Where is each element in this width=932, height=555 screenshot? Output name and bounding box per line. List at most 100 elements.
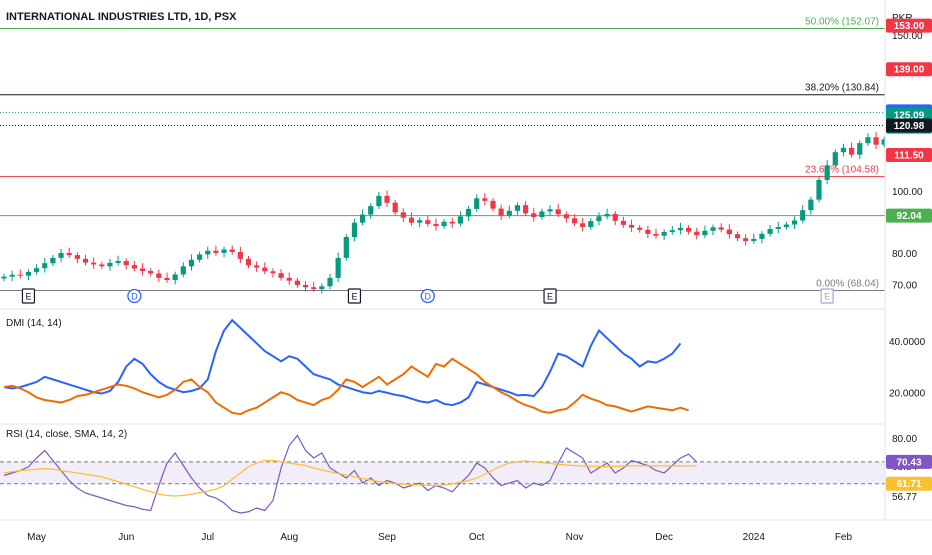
candle[interactable] (279, 269, 284, 281)
candle[interactable] (58, 249, 63, 262)
candle[interactable] (490, 198, 495, 211)
candle[interactable] (515, 202, 520, 215)
candle[interactable] (42, 258, 47, 273)
candle[interactable] (262, 262, 267, 274)
axis-tag-level[interactable]: 120.98 (886, 118, 932, 132)
candle[interactable] (352, 219, 357, 242)
candle[interactable] (596, 212, 601, 225)
candle[interactable] (221, 247, 226, 258)
candle[interactable] (450, 218, 455, 228)
candle[interactable] (792, 216, 797, 228)
event-marker-D[interactable]: D (421, 290, 434, 303)
candle[interactable] (458, 211, 463, 226)
candle[interactable] (107, 259, 112, 271)
candle[interactable] (336, 253, 341, 283)
candle[interactable] (849, 143, 854, 158)
candle[interactable] (164, 273, 169, 283)
candle[interactable] (319, 283, 324, 293)
axis-tag-stop[interactable]: 111.50 (886, 148, 932, 162)
candle[interactable] (295, 278, 300, 288)
candle[interactable] (751, 234, 756, 244)
candle[interactable] (197, 252, 202, 263)
candle[interactable] (768, 225, 773, 237)
candle[interactable] (287, 273, 292, 285)
candle[interactable] (580, 218, 585, 231)
candle[interactable] (433, 219, 438, 231)
candle[interactable] (393, 200, 398, 215)
candle[interactable] (140, 263, 145, 275)
candle[interactable] (303, 281, 308, 292)
candle[interactable] (99, 262, 104, 269)
candle[interactable] (873, 132, 878, 149)
candle[interactable] (189, 254, 194, 270)
candle[interactable] (841, 144, 846, 157)
candle[interactable] (784, 222, 789, 230)
candle[interactable] (417, 217, 422, 227)
candle[interactable] (564, 211, 569, 222)
candle[interactable] (18, 269, 23, 278)
candle[interactable] (719, 223, 724, 232)
candle[interactable] (621, 217, 626, 228)
candle[interactable] (50, 255, 55, 266)
candle[interactable] (132, 261, 137, 271)
rsi-pane[interactable]: RSI (14, close, SMA, 14, 2) (0, 429, 885, 513)
candle[interactable] (173, 272, 178, 285)
axis-tag-level[interactable]: 92.04 (886, 209, 932, 223)
candle[interactable] (637, 225, 642, 233)
axis-tag-rsi[interactable]: 70.43 (886, 455, 932, 469)
candle[interactable] (254, 261, 259, 272)
dmi-series-plus[interactable] (4, 320, 680, 405)
candle[interactable] (466, 206, 471, 221)
candle[interactable] (26, 269, 31, 280)
candle[interactable] (629, 220, 634, 232)
candle[interactable] (539, 209, 544, 220)
candle[interactable] (808, 197, 813, 215)
candle[interactable] (238, 247, 243, 264)
event-marker-E[interactable]: E (348, 289, 360, 303)
candle[interactable] (499, 205, 504, 220)
candle[interactable] (776, 222, 781, 234)
candle[interactable] (531, 208, 536, 221)
event-marker-D[interactable]: D (128, 290, 141, 303)
axis-tag-tp1[interactable]: 139.00 (886, 62, 932, 76)
candle[interactable] (702, 225, 707, 237)
candle[interactable] (1, 274, 6, 281)
candle[interactable] (425, 216, 430, 227)
candle[interactable] (230, 245, 235, 254)
candle[interactable] (547, 205, 552, 216)
candle[interactable] (556, 204, 561, 217)
candle[interactable] (653, 229, 658, 239)
axis-tag-tp2[interactable]: 153.00 (886, 19, 932, 33)
candle[interactable] (270, 269, 275, 278)
candle[interactable] (710, 225, 715, 236)
candle[interactable] (409, 212, 414, 225)
candle[interactable] (605, 209, 610, 220)
price-axis[interactable]: PKR 150.00100.0080.0070.0040.000020.0000… (885, 0, 932, 520)
candle[interactable] (727, 224, 732, 238)
candle[interactable] (613, 211, 618, 225)
candle[interactable] (124, 258, 129, 269)
candle[interactable] (75, 252, 80, 263)
candle[interactable] (156, 269, 161, 282)
candle[interactable] (743, 234, 748, 245)
candle[interactable] (384, 191, 389, 208)
candle[interactable] (213, 245, 218, 255)
axis-tag-rsi[interactable]: 61.71 (886, 477, 932, 491)
candle[interactable] (735, 231, 740, 241)
candle[interactable] (857, 140, 862, 159)
candle[interactable] (67, 248, 72, 258)
candle[interactable] (327, 274, 332, 289)
candle[interactable] (694, 228, 699, 240)
candle[interactable] (759, 231, 764, 243)
event-marker-E[interactable]: E (544, 289, 556, 303)
candle[interactable] (360, 209, 365, 225)
candle[interactable] (205, 247, 210, 259)
candle[interactable] (588, 218, 593, 230)
candle[interactable] (833, 149, 838, 168)
candle[interactable] (474, 194, 479, 211)
candle[interactable] (401, 208, 406, 222)
event-marker-E[interactable]: E (22, 289, 34, 303)
event-marker-E[interactable]: E (821, 289, 833, 303)
